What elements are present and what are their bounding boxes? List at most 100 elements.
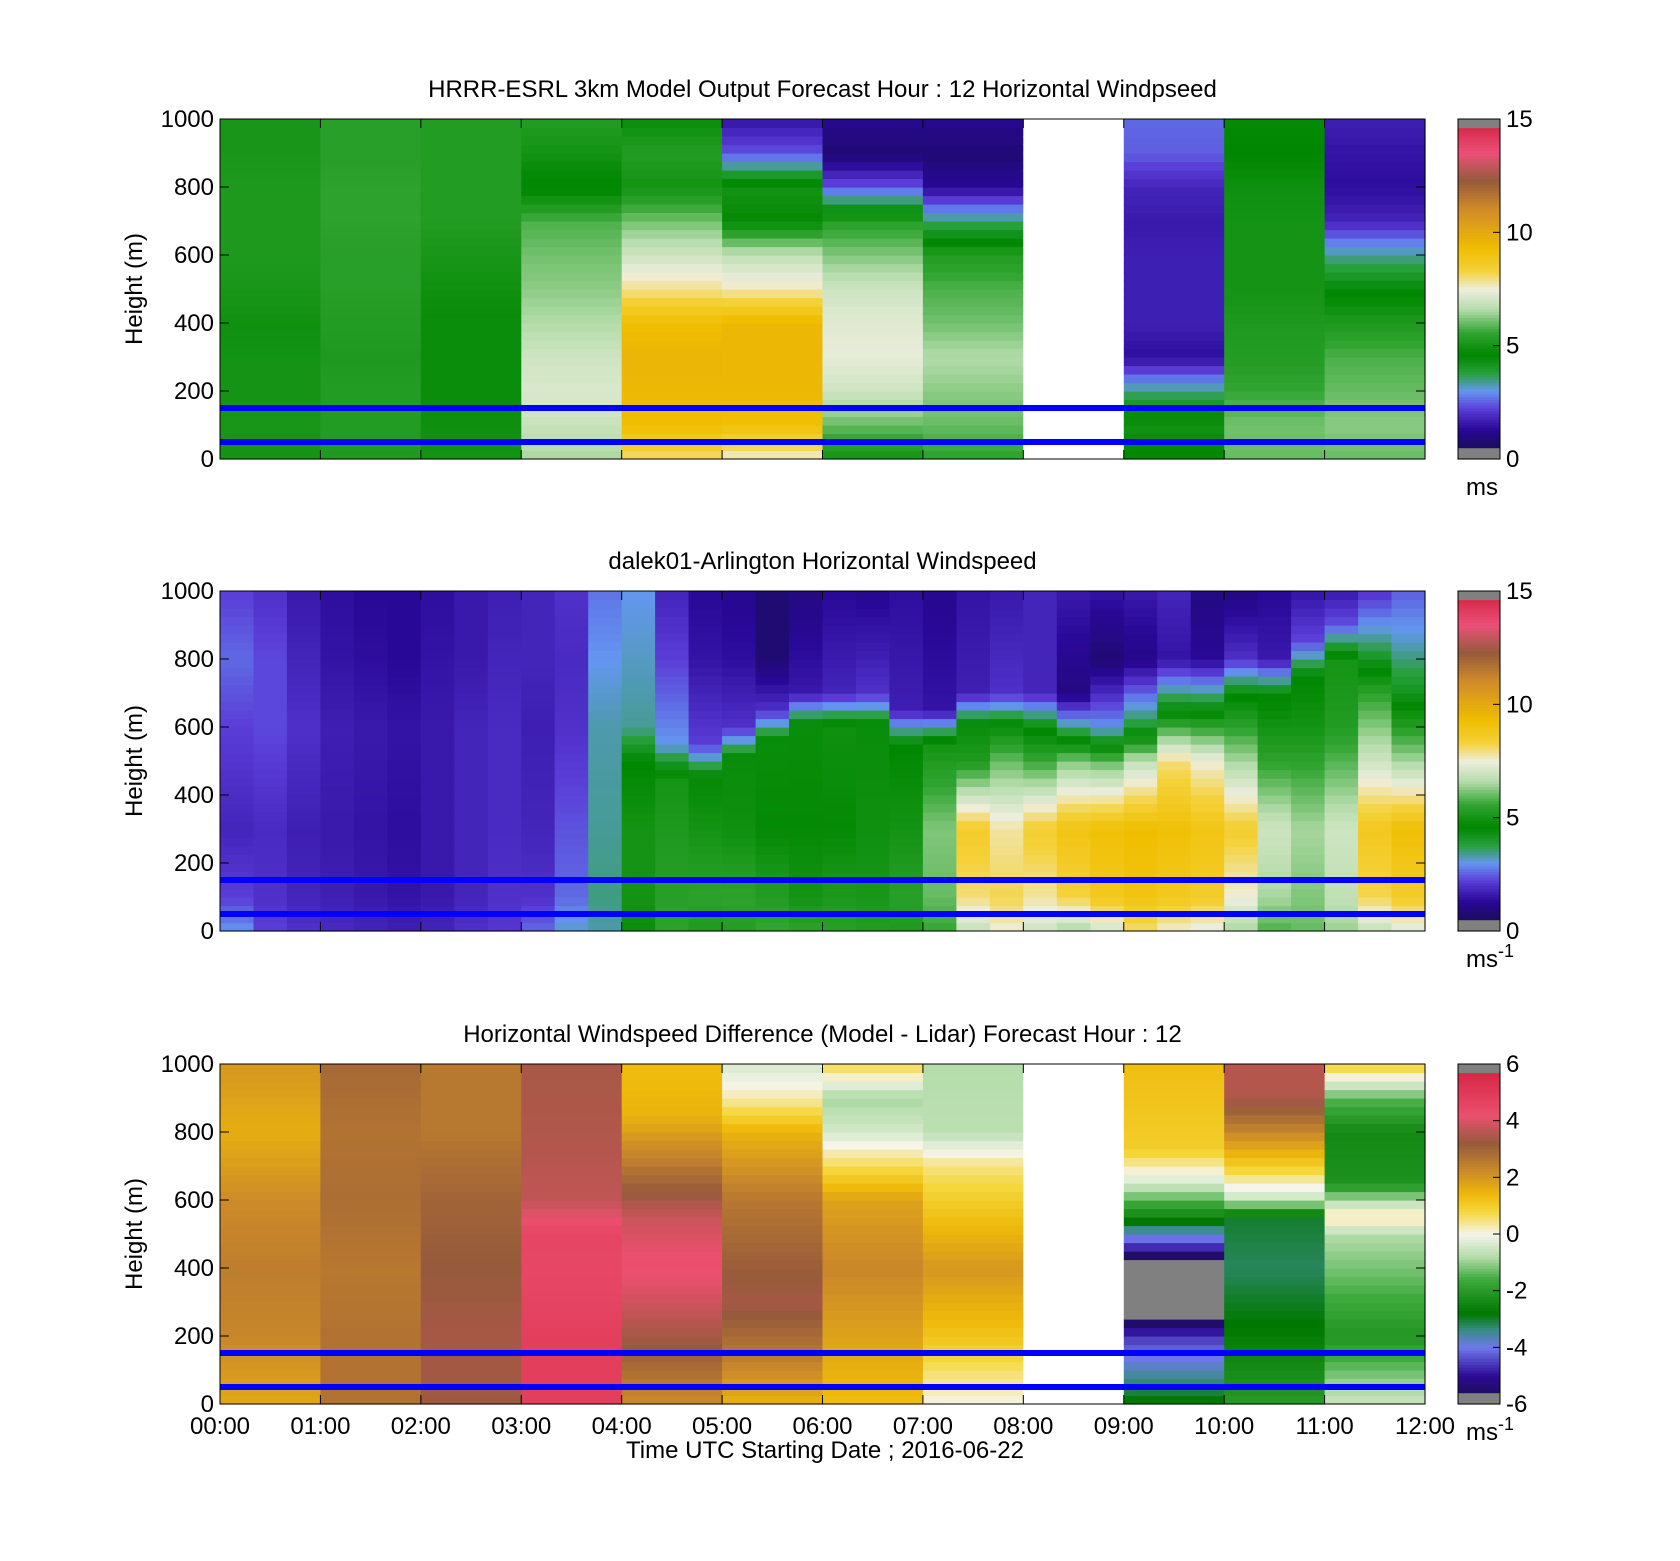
heatmap-cell	[856, 922, 891, 932]
heatmap-cell	[487, 914, 522, 924]
heatmap-cell	[1358, 880, 1393, 890]
chart-title: HRRR-ESRL 3km Model Output Forecast Hour…	[428, 76, 1217, 103]
heatmap-cell	[353, 778, 388, 788]
colorbar-cell	[1458, 1253, 1500, 1258]
heatmap-cell	[1224, 374, 1326, 384]
heatmap-cell	[889, 820, 924, 830]
heatmap-cell	[320, 667, 355, 677]
heatmap-cell	[1056, 854, 1091, 864]
heatmap-cell	[1358, 642, 1393, 652]
heatmap-cell	[353, 633, 388, 643]
colorbar-cell	[1458, 1129, 1500, 1133]
heatmap-cell	[755, 633, 790, 643]
heatmap-cell	[588, 837, 623, 847]
heatmap-cell	[1324, 221, 1426, 231]
heatmap-cell	[621, 323, 723, 333]
colorbar-cell	[1458, 1273, 1500, 1278]
heatmap-cell	[989, 803, 1024, 813]
colorbar-cell	[1458, 837, 1500, 841]
heatmap-cell	[253, 599, 288, 609]
heatmap-cell	[1123, 408, 1225, 418]
heatmap-cell	[1224, 263, 1326, 273]
heatmap-cell	[521, 153, 623, 163]
heatmap-cell	[1324, 846, 1359, 856]
heatmap-cell	[1324, 1072, 1426, 1082]
heatmap-cell	[1224, 1208, 1326, 1218]
heatmap-cell	[220, 761, 255, 771]
heatmap-cell	[1023, 204, 1125, 214]
heatmap-cell	[1023, 735, 1058, 745]
heatmap-cell	[1190, 761, 1225, 771]
heatmap-cell	[722, 340, 824, 350]
heatmap-cell	[420, 1225, 522, 1235]
colorbar-cell	[1458, 814, 1500, 819]
colorbar-cell	[1458, 323, 1500, 327]
heatmap-cell	[789, 642, 824, 652]
heatmap-cell	[320, 659, 355, 669]
heatmap-cell	[1056, 616, 1091, 626]
heatmap-cell	[1023, 195, 1125, 205]
colorbar-cell	[1458, 311, 1500, 316]
heatmap-cell	[621, 1336, 723, 1346]
heatmap-cell	[688, 752, 723, 762]
x-tick-label: 05:00	[692, 1413, 752, 1440]
heatmap-cell	[722, 1293, 824, 1303]
heatmap-cell	[621, 803, 656, 813]
heatmap-cell	[521, 289, 623, 299]
heatmap-cell	[220, 676, 255, 686]
heatmap-cell	[722, 1285, 824, 1295]
heatmap-cell	[1023, 153, 1125, 163]
colorbar-cell	[1458, 676, 1500, 680]
heatmap-cell	[454, 769, 489, 779]
heatmap-cell	[688, 633, 723, 643]
heatmap-cell	[1123, 272, 1225, 282]
heatmap-cell	[822, 786, 857, 796]
heatmap-cell	[1090, 752, 1125, 762]
heatmap-cell	[353, 803, 388, 813]
heatmap-cell	[286, 778, 321, 788]
heatmap-cell	[655, 761, 690, 771]
heatmap-cell	[956, 769, 991, 779]
heatmap-cell	[320, 1132, 422, 1142]
heatmap-cell	[387, 812, 422, 822]
heatmap-cell	[621, 136, 723, 146]
heatmap-cell	[1157, 897, 1192, 907]
colorbar-cell	[1458, 181, 1500, 185]
heatmap-cell	[320, 591, 355, 601]
heatmap-cell	[1224, 399, 1326, 409]
heatmap-cell	[922, 854, 957, 864]
heatmap-cell	[789, 769, 824, 779]
heatmap-cell	[922, 1200, 1024, 1210]
heatmap-cell	[1023, 710, 1058, 720]
heatmap-cell	[688, 676, 723, 686]
heatmap-cell	[1291, 829, 1326, 839]
heatmap-cell	[1257, 769, 1292, 779]
colorbar-cell	[1458, 340, 1500, 344]
heatmap-cell	[220, 693, 255, 703]
heatmap-cell	[588, 786, 623, 796]
heatmap-cell	[420, 1200, 522, 1210]
colorbar-cell	[1458, 908, 1500, 912]
colorbar-cell	[1458, 147, 1500, 151]
heatmap-cell	[989, 693, 1024, 703]
heatmap-cell	[789, 905, 824, 915]
heatmap-cell	[989, 922, 1024, 932]
heatmap-cell	[554, 727, 589, 737]
heatmap-cell	[621, 144, 723, 154]
colorbar-tick-label: 5	[1506, 805, 1519, 832]
colorbar-cell	[1458, 1245, 1500, 1249]
heatmap-cell	[1224, 633, 1259, 643]
heatmap-cell	[688, 795, 723, 805]
heatmap-cell	[922, 170, 1024, 180]
heatmap-cell	[286, 880, 321, 890]
colorbar-cell	[1458, 1137, 1500, 1142]
heatmap-cell	[420, 1149, 522, 1159]
heatmap-cell	[1023, 1234, 1125, 1244]
heatmap-cell	[621, 1395, 723, 1405]
heatmap-cell	[856, 676, 891, 686]
colorbar-cell	[1458, 829, 1500, 833]
heatmap-cell	[722, 289, 824, 299]
heatmap-cell	[387, 667, 422, 677]
heatmap-cell	[621, 1217, 723, 1227]
heatmap-cell	[621, 416, 723, 426]
